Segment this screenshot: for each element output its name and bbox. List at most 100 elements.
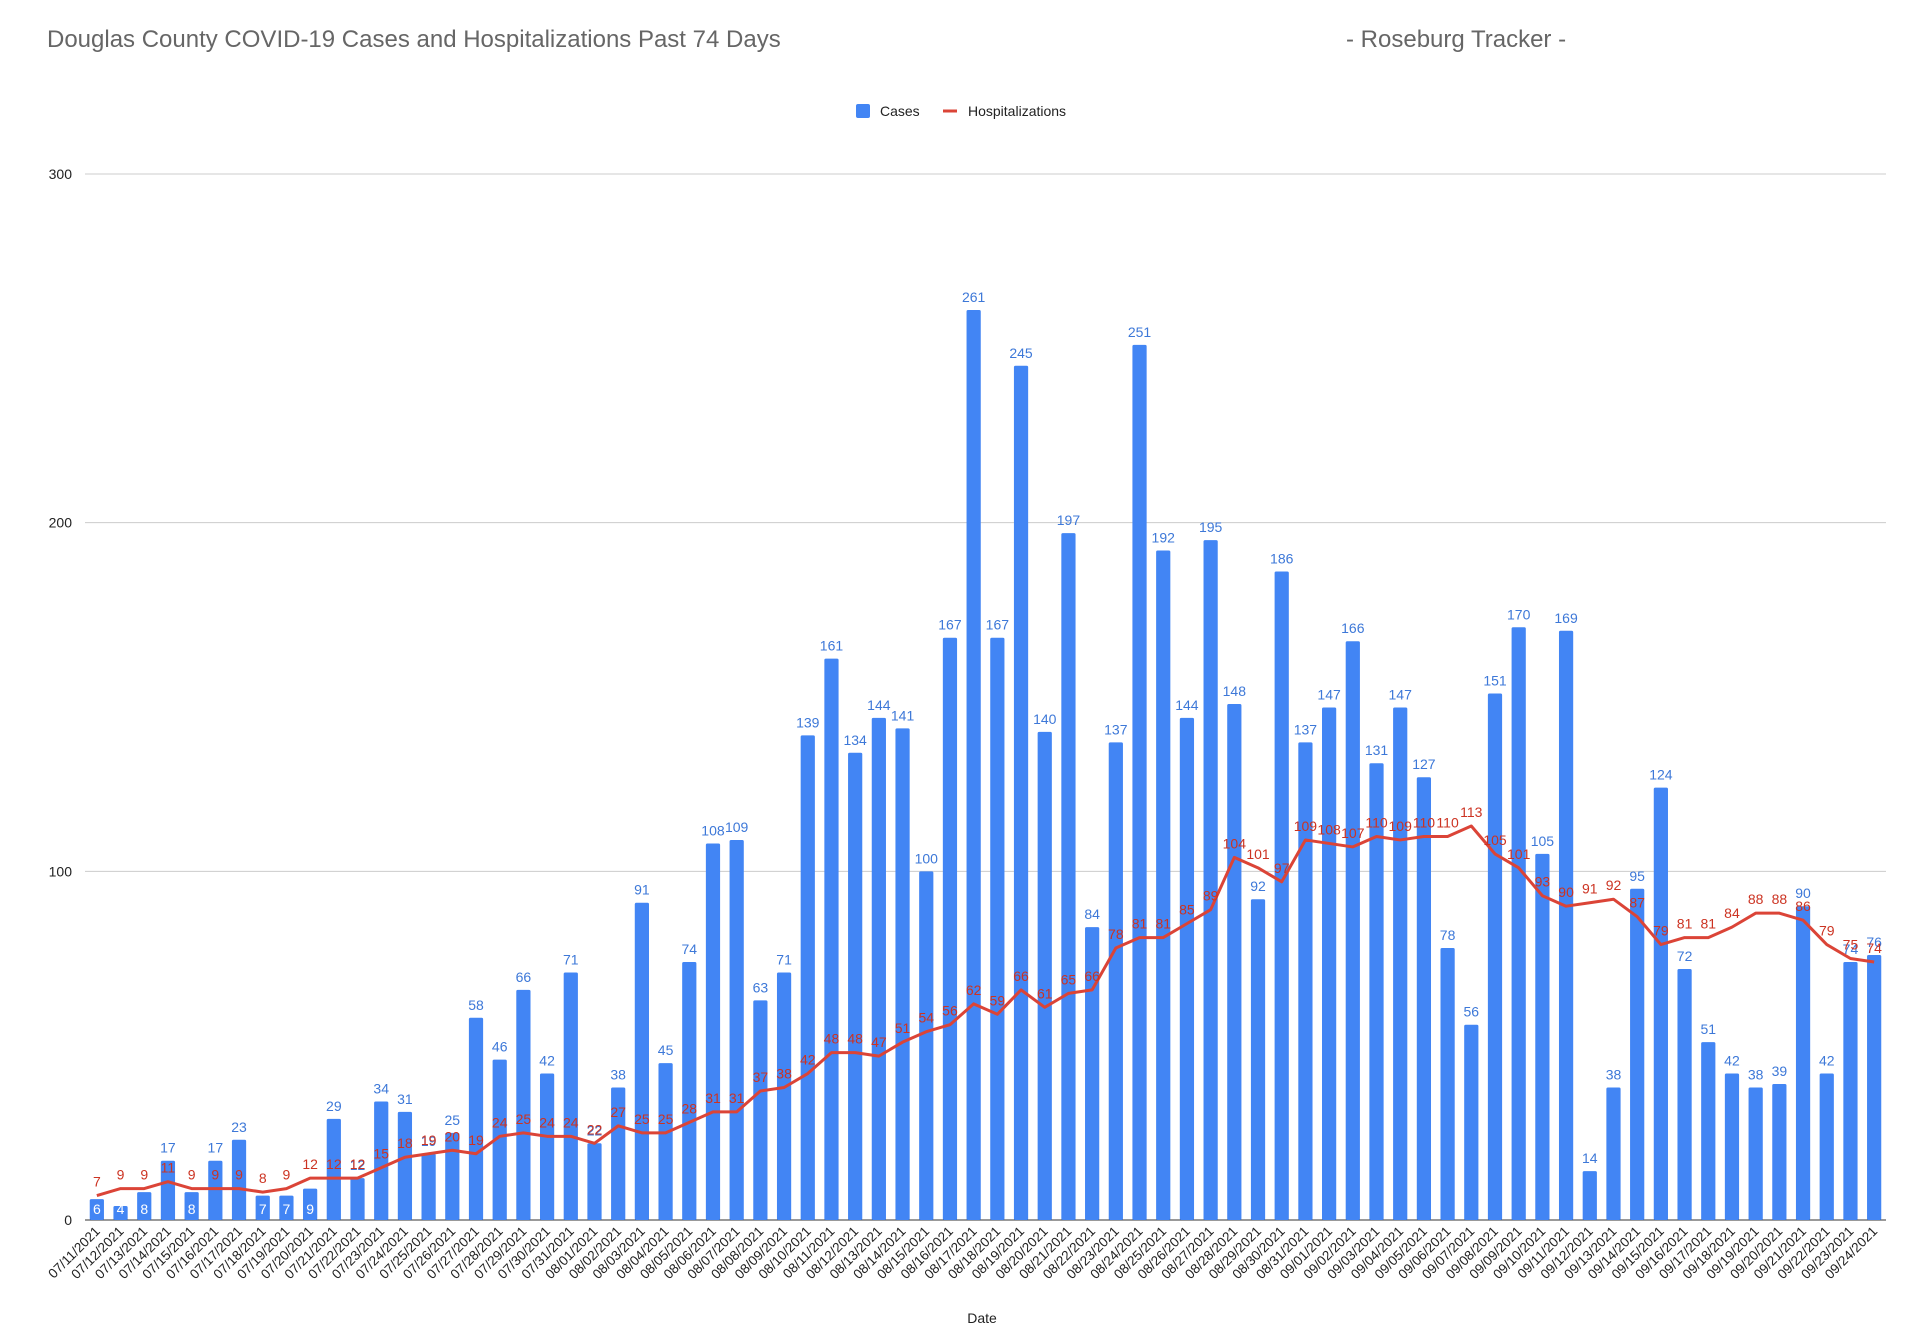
hospitalizations-data-label: 92 [1606,877,1622,893]
cases-bar [942,637,958,1220]
cases-data-label: 261 [962,289,986,305]
cases-data-label: 105 [1531,833,1555,849]
cases-data-label: 127 [1412,756,1436,772]
cases-bar [776,972,792,1220]
cases-bar [1179,717,1195,1220]
cases-data-label: 9 [306,1201,314,1217]
cases-bar [113,1206,128,1220]
cases-bar [445,1132,460,1220]
hospitalizations-data-label: 66 [1013,968,1029,984]
gridlines [85,173,1886,1221]
cases-bar [871,717,886,1220]
cases-data-label: 144 [1175,697,1199,713]
cases-bar [1867,955,1882,1220]
hospitalizations-data-label: 109 [1294,818,1318,834]
hospitalizations-data-label: 81 [1132,916,1148,932]
cases-data-label: 8 [188,1201,196,1217]
cases-data-label: 161 [820,638,844,654]
cases-data-label: 17 [208,1140,224,1156]
cases-data-label: 195 [1199,519,1223,535]
cases-data-label: 51 [1700,1021,1716,1037]
cases-bar [208,1160,223,1220]
cases-bar [587,1143,602,1220]
hospitalizations-data-label: 75 [1843,937,1859,953]
hospitalizations-data-label: 9 [235,1167,243,1183]
hospitalizations-data-label: 15 [373,1146,389,1162]
cases-data-label: 95 [1629,868,1645,884]
cases-data-label: 12 [350,1157,366,1173]
cases-bar [1108,742,1123,1220]
cases-data-label: 38 [610,1067,626,1083]
cases-data-label: 140 [1033,711,1057,727]
cases-data-label: 186 [1270,550,1294,566]
hospitalizations-data-label: 110 [1436,814,1459,830]
hospitalizations-data-label: 19 [421,1132,437,1148]
hospitalizations-data-label: 101 [1507,846,1531,862]
cases-data-label: 56 [1464,1004,1480,1020]
cases-bar [374,1101,389,1220]
cases-bar [421,1153,436,1220]
hospitalizations-data-label: 110 [1365,814,1388,830]
cases-bar [848,752,863,1220]
cases-data-label: 166 [1341,620,1365,636]
hospitalizations-data-label: 78 [1108,926,1124,942]
cases-data-label: 90 [1795,885,1811,901]
hospitalizations-data-label: 28 [681,1100,697,1116]
hospitalizations-data-label: 90 [1558,884,1574,900]
hospitalizations-data-label: 54 [918,1010,934,1026]
y-tick-label: 300 [49,166,73,182]
cases-data-label: 38 [1606,1067,1622,1083]
hospitalizations-data-label: 61 [1037,985,1053,1001]
cases-bar [658,1063,673,1220]
cases-bar [895,728,910,1220]
hospitalizations-data-label: 9 [211,1167,219,1183]
cases-data-label: 31 [397,1091,413,1107]
cases-bar [255,1195,270,1220]
cases-bar [1606,1087,1621,1220]
cases-bar [1772,1084,1787,1220]
y-tick-label: 100 [49,863,73,879]
cases-bar [1724,1073,1740,1220]
hospitalizations-data-label: 81 [1700,916,1716,932]
hospitalizations-data-label: 85 [1179,902,1195,918]
cases-bar [753,1000,768,1220]
cases-data-label: 74 [681,941,697,957]
cases-data-label: 124 [1649,767,1673,783]
cases-bar [1701,1042,1716,1220]
cases-bar [611,1087,626,1220]
hospitalizations-data-label: 24 [539,1114,555,1130]
cases-data-label: 76 [1866,934,1882,950]
cases-bar [1274,571,1289,1220]
hospitalizations-line [96,824,1875,1198]
cases-data-label: 6 [93,1201,101,1217]
cases-data-label: 197 [1057,512,1081,528]
cases-data-label: 109 [725,819,749,835]
hospitalizations-data-label: 38 [776,1066,792,1082]
cases-bar [1653,787,1668,1220]
cases-data-label: 46 [492,1039,508,1055]
hospitalizations-data-label: 42 [800,1052,816,1068]
hospitalizations-data-label: 74 [1866,940,1882,956]
cases-bar [990,637,1005,1220]
hospitalizations-data-label: 87 [1629,895,1645,911]
cases-bar [824,658,839,1220]
hospitalizations-data-label: 109 [1389,818,1413,834]
cases-data-label: 144 [867,697,891,713]
cases-data-label: 137 [1294,721,1318,737]
hospitalizations-data-label: 7 [93,1174,101,1190]
cases-data-label: 72 [1677,948,1693,964]
cases-data-label: 66 [516,969,532,985]
hospitalizations-data-label: 107 [1341,825,1365,841]
cases-bar [492,1059,507,1220]
cases-bar [1795,906,1811,1220]
y-tick-label: 200 [49,515,73,531]
cases-bar [1511,627,1526,1220]
cases-bar [350,1178,365,1220]
hospitalizations-data-label: 101 [1246,846,1270,862]
cases-bar [160,1160,176,1220]
hospitalizations-data-label: 93 [1535,874,1551,890]
x-axis-ticks: 07/11/202107/12/202107/13/202107/14/2021… [45,1224,1880,1282]
cases-bar [303,1188,318,1220]
hospitalizations-data-label: 84 [1724,905,1740,921]
legend-label-hospitalizations: Hospitalizations [968,103,1066,119]
